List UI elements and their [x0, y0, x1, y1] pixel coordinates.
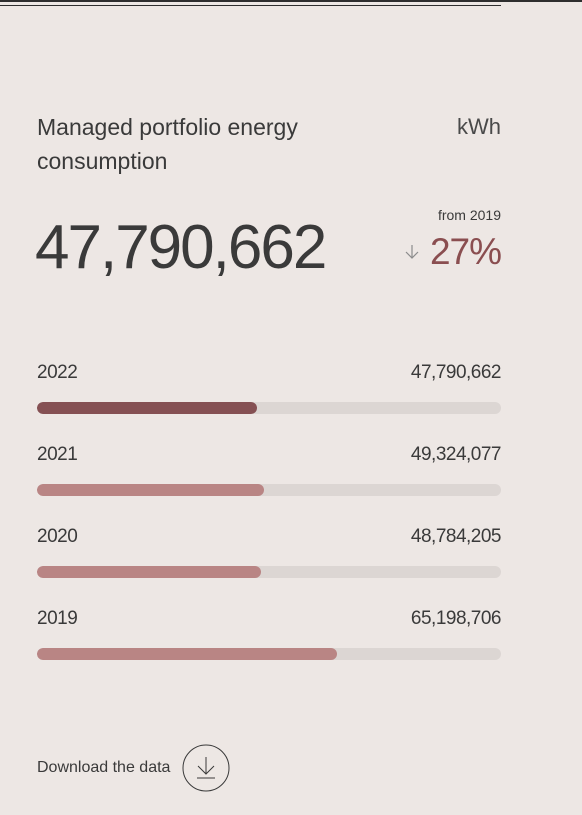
bar-chart: 2022 47,790,662 2021 49,324,077 2020 48,784,2…	[37, 360, 502, 688]
download-data-button[interactable]: Download the data	[37, 744, 230, 792]
download-label: Download the data	[37, 759, 171, 776]
headline-value: 47,790,662	[35, 213, 327, 282]
bar-value-label: 49,324,077	[410, 444, 502, 465]
bar-labels: 2021 49,324,077	[37, 442, 502, 468]
bar-track	[37, 648, 501, 660]
headline-stats: 47,790,662 from 2019 27%	[35, 206, 502, 286]
bar-fill-2022	[37, 402, 257, 414]
change-percent: 27%	[429, 231, 502, 272]
change-line: 27%	[404, 230, 502, 274]
bar-fill-2020	[37, 566, 261, 578]
bar-labels: 2019 65,198,706	[37, 606, 502, 632]
bar-category-label: 2022	[37, 362, 78, 383]
bar-fill-2021	[37, 484, 264, 496]
bar-track	[37, 484, 501, 496]
bar-labels: 2020 48,784,205	[37, 524, 502, 550]
bar-category-label: 2021	[37, 444, 78, 465]
bar-track	[37, 566, 501, 578]
top-divider	[0, 5, 501, 6]
bar-row-2021: 2021 49,324,077	[37, 442, 502, 524]
bar-row-2022: 2022 47,790,662	[37, 360, 502, 442]
top-border	[0, 0, 582, 2]
down-arrow-icon	[405, 245, 419, 259]
bar-row-2019: 2019 65,198,706	[37, 606, 502, 688]
energy-consumption-card: Managed portfolio energy consumption kWh…	[35, 110, 502, 660]
comparison-label: from 2019	[437, 207, 501, 223]
bar-category-label: 2019	[37, 608, 78, 629]
bar-row-2020: 2020 48,784,205	[37, 524, 502, 606]
bar-category-label: 2020	[37, 526, 78, 547]
card-header: Managed portfolio energy consumption kWh	[37, 110, 501, 178]
bar-value-label: 48,784,205	[410, 526, 502, 547]
bar-track	[37, 402, 501, 414]
change-block: from 2019 27%	[404, 206, 502, 274]
download-icon[interactable]	[182, 744, 230, 792]
chart-title: Managed portfolio energy consumption	[37, 114, 298, 174]
bar-value-label: 65,198,706	[410, 608, 502, 629]
bar-labels: 2022 47,790,662	[37, 360, 502, 386]
bar-fill-2019	[37, 648, 337, 660]
bar-value-label: 47,790,662	[410, 362, 502, 383]
unit-label: kWh	[457, 114, 501, 139]
